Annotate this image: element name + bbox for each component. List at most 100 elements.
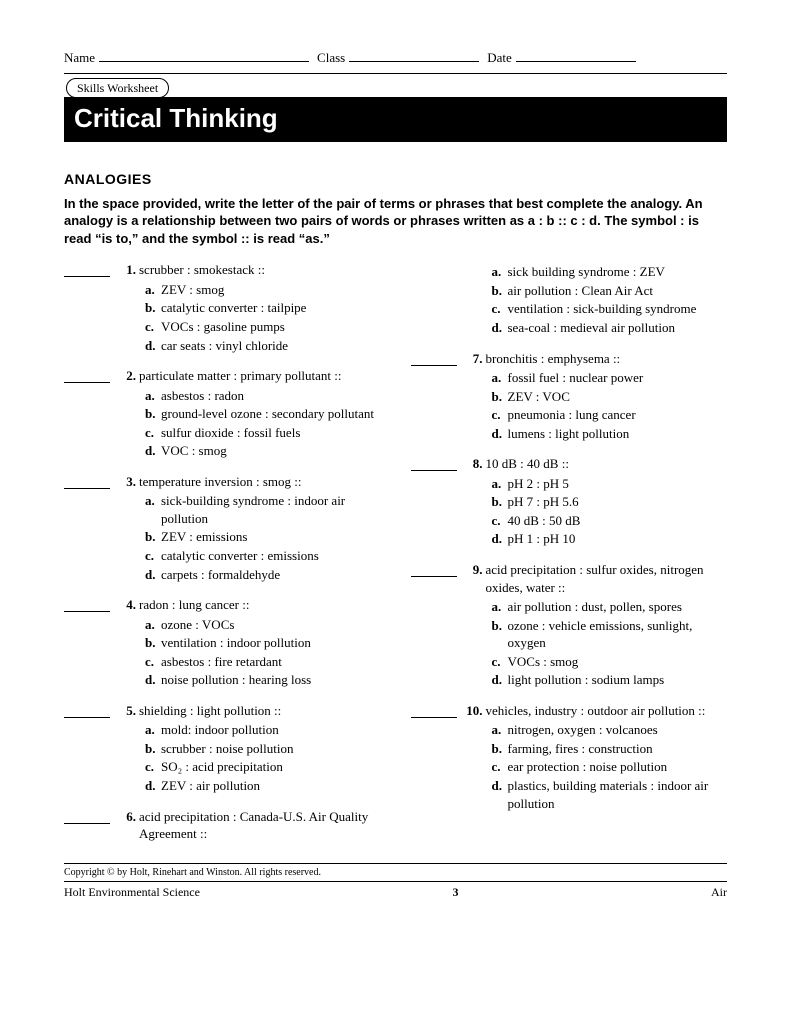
- answer-blank[interactable]: [64, 704, 110, 718]
- option-text: VOC : smog: [161, 442, 381, 460]
- options: a.mold: indoor pollutionb.scrubber : noi…: [139, 721, 381, 794]
- answer-blank[interactable]: [64, 369, 110, 383]
- option: d.noise pollution : hearing loss: [139, 671, 381, 689]
- option: b.ventilation : indoor pollution: [139, 634, 381, 652]
- answer-blank[interactable]: [64, 475, 110, 489]
- left-column: 1.scrubber : smokestack ::a.ZEV : smogb.…: [64, 261, 381, 854]
- class-field: Class: [317, 48, 479, 67]
- option: b.ZEV : emissions: [139, 528, 381, 546]
- date-input-line[interactable]: [516, 48, 636, 62]
- option-letter: b.: [145, 299, 161, 317]
- option-text: air pollution : dust, pollen, spores: [508, 598, 728, 616]
- option: b.catalytic converter : tailpipe: [139, 299, 381, 317]
- option-letter: a.: [145, 616, 161, 634]
- question-body: vehicles, industry : outdoor air polluti…: [486, 702, 728, 813]
- option-letter: b.: [145, 634, 161, 652]
- answer-blank[interactable]: [411, 352, 457, 366]
- question-stem: particulate matter : primary pollutant :…: [139, 367, 381, 385]
- option-letter: d.: [145, 337, 161, 355]
- question: 1.scrubber : smokestack ::a.ZEV : smogb.…: [64, 261, 381, 355]
- option-letter: c.: [145, 424, 161, 442]
- option-letter: d.: [492, 671, 508, 689]
- option-letter: a.: [145, 721, 161, 739]
- option-text: ZEV : VOC: [508, 388, 728, 406]
- question: 6.acid precipitation : Canada-U.S. Air Q…: [64, 808, 381, 843]
- copyright: Copyright © by Holt, Rinehart and Winsto…: [64, 866, 727, 880]
- option-letter: d.: [145, 566, 161, 584]
- option-letter: c.: [492, 758, 508, 776]
- option: a.ZEV : smog: [139, 281, 381, 299]
- class-label: Class: [317, 49, 345, 67]
- answer-blank[interactable]: [411, 563, 457, 577]
- option-letter: a.: [492, 598, 508, 616]
- option-text: sulfur dioxide : fossil fuels: [161, 424, 381, 442]
- option: d.lumens : light pollution: [486, 425, 728, 443]
- question-number: 10.: [463, 702, 483, 813]
- option-letter: d.: [145, 671, 161, 689]
- options: a.ZEV : smogb.catalytic converter : tail…: [139, 281, 381, 354]
- option: b.ZEV : VOC: [486, 388, 728, 406]
- option-text: ventilation : sick-building syndrome: [508, 300, 728, 318]
- name-input-line[interactable]: [99, 48, 309, 62]
- option: d.pH 1 : pH 10: [486, 530, 728, 548]
- option-text: fossil fuel : nuclear power: [508, 369, 728, 387]
- options: a.ozone : VOCsb.ventilation : indoor pol…: [139, 616, 381, 689]
- footer-right: Air: [711, 884, 727, 900]
- question: 8.10 dB : 40 dB ::a.pH 2 : pH 5b.pH 7 : …: [411, 455, 728, 549]
- option-text: plastics, building materials : indoor ai…: [508, 777, 728, 812]
- option: d.plastics, building materials : indoor …: [486, 777, 728, 812]
- question-stem: acid precipitation : Canada-U.S. Air Qua…: [139, 808, 381, 843]
- question-stem: 10 dB : 40 dB ::: [486, 455, 728, 473]
- option-letter: b.: [492, 740, 508, 758]
- worksheet-title: Critical Thinking: [64, 97, 727, 142]
- question-number: 1.: [116, 261, 136, 355]
- option-letter: d.: [492, 777, 508, 812]
- question: a.sick building syndrome : ZEVb.air poll…: [411, 261, 728, 337]
- option-letter: c.: [145, 318, 161, 336]
- option-text: ZEV : air pollution: [161, 777, 381, 795]
- footer-left: Holt Environmental Science: [64, 884, 200, 900]
- option-letter: b.: [145, 740, 161, 758]
- option: a.ozone : VOCs: [139, 616, 381, 634]
- option-text: sick building syndrome : ZEV: [508, 263, 728, 281]
- question-stem: radon : lung cancer ::: [139, 596, 381, 614]
- question-number: 8.: [463, 455, 483, 549]
- option: c.asbestos : fire retardant: [139, 653, 381, 671]
- option-letter: c.: [492, 653, 508, 671]
- option-text: catalytic converter : tailpipe: [161, 299, 381, 317]
- option-text: catalytic converter : emissions: [161, 547, 381, 565]
- option-letter: a.: [145, 492, 161, 527]
- options: a.sick building syndrome : ZEVb.air poll…: [486, 263, 728, 336]
- answer-blank[interactable]: [64, 598, 110, 612]
- question: 3.temperature inversion : smog ::a.sick-…: [64, 473, 381, 584]
- option: c.VOCs : smog: [486, 653, 728, 671]
- option: d.ZEV : air pollution: [139, 777, 381, 795]
- option-letter: c.: [492, 512, 508, 530]
- answer-blank[interactable]: [411, 704, 457, 718]
- class-input-line[interactable]: [349, 48, 479, 62]
- question-body: radon : lung cancer ::a.ozone : VOCsb.ve…: [139, 596, 381, 690]
- option-letter: c.: [492, 300, 508, 318]
- footer-page-number: 3: [452, 884, 458, 900]
- option-text: farming, fires : construction: [508, 740, 728, 758]
- question: 10.vehicles, industry : outdoor air poll…: [411, 702, 728, 813]
- option-letter: d.: [145, 777, 161, 795]
- answer-blank[interactable]: [64, 810, 110, 824]
- right-column: a. sick building syndrome : ZEV b. air poll…: [411, 261, 728, 854]
- option-letter: c.: [145, 547, 161, 565]
- option: a.pH 2 : pH 5: [486, 475, 728, 493]
- question-number: 2.: [116, 367, 136, 461]
- question-body: 10 dB : 40 dB ::a.pH 2 : pH 5b.pH 7 : pH…: [486, 455, 728, 549]
- option: b.scrubber : noise pollution: [139, 740, 381, 758]
- option-text: ventilation : indoor pollution: [161, 634, 381, 652]
- option-letter: b.: [145, 405, 161, 423]
- footer-bar: Holt Environmental Science 3 Air: [64, 881, 727, 900]
- question-stem: temperature inversion : smog ::: [139, 473, 381, 491]
- question-body: particulate matter : primary pollutant :…: [139, 367, 381, 461]
- option-letter: c.: [145, 758, 161, 776]
- answer-blank[interactable]: [411, 457, 457, 471]
- option-text: ear protection : noise pollution: [508, 758, 728, 776]
- option: b.ground-level ozone : secondary polluta…: [139, 405, 381, 423]
- answer-blank[interactable]: [64, 263, 110, 277]
- options: a.fossil fuel : nuclear powerb.ZEV : VOC…: [486, 369, 728, 442]
